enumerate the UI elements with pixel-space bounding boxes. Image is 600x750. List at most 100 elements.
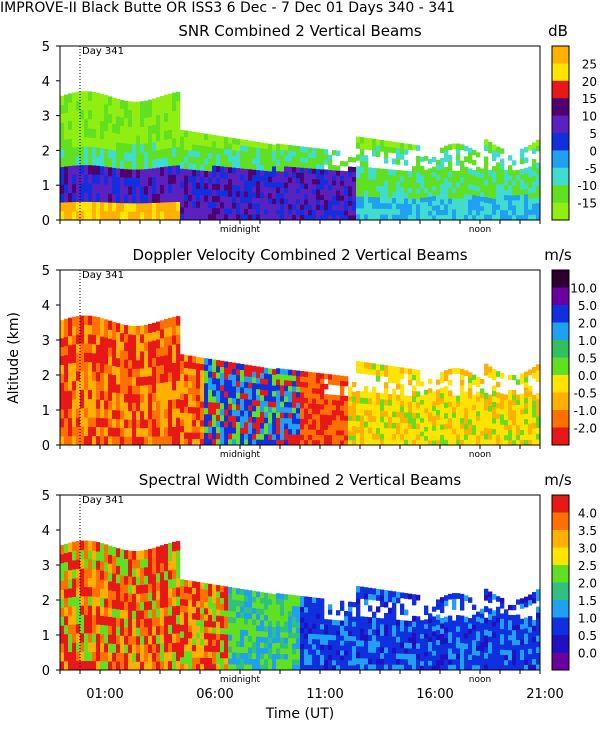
heatmap-cell [144, 652, 149, 662]
heatmap-cell [532, 214, 537, 221]
heatmap-cell [68, 111, 73, 121]
heatmap-cell [348, 401, 353, 407]
heatmap-cell [60, 634, 65, 644]
heatmap-cell [200, 663, 205, 671]
heatmap-cell [128, 644, 133, 654]
heatmap-cell [444, 204, 449, 210]
heatmap-cell [244, 612, 249, 619]
heatmap-cell [456, 412, 461, 418]
heatmap-cell [160, 113, 165, 123]
heatmap-cell [192, 606, 197, 614]
heatmap-cell [316, 383, 321, 389]
heatmap-cell [216, 639, 221, 647]
heatmap-cell [280, 401, 285, 408]
heatmap-cell [68, 344, 73, 355]
heatmap-cell [92, 165, 97, 175]
heatmap-cell [240, 162, 245, 169]
heatmap-cell [328, 429, 333, 436]
heatmap-cell [60, 382, 65, 392]
heatmap-cell [424, 656, 429, 662]
heatmap-cell [472, 639, 477, 646]
colorbar-frame [551, 494, 570, 671]
heatmap-cell [80, 352, 85, 363]
heatmap-cell [220, 651, 225, 659]
heatmap-cell [376, 139, 381, 146]
heatmap-cell [372, 392, 377, 399]
heatmap-cell [132, 610, 137, 620]
heatmap-cell [212, 590, 217, 597]
heatmap-cell [68, 192, 73, 203]
heatmap-cell [376, 410, 381, 417]
heatmap-cell [288, 664, 293, 671]
heatmap-cell [336, 150, 341, 156]
heatmap-cell [172, 578, 177, 588]
heatmap-cell [176, 119, 181, 129]
heatmap-cell [228, 664, 233, 671]
heatmap-cell [464, 648, 469, 655]
heatmap-cell [400, 417, 405, 424]
heatmap-cell [96, 399, 101, 409]
heatmap-cell [344, 435, 349, 441]
heatmap-cell [168, 399, 173, 409]
heatmap-cell [308, 199, 313, 205]
heatmap-cell [424, 665, 429, 671]
heatmap-cell [236, 196, 241, 203]
heatmap-cell [444, 156, 449, 162]
heatmap-cell [380, 652, 385, 659]
heatmap-cell [244, 410, 249, 417]
heatmap-cell [60, 157, 65, 168]
heatmap-cell [336, 660, 341, 666]
heatmap-cell [72, 156, 77, 166]
heatmap-cell [296, 391, 301, 398]
heatmap-cell [484, 652, 489, 659]
heatmap-cell [388, 169, 393, 176]
heatmap-cell [76, 119, 81, 129]
heatmap-cell [152, 410, 157, 420]
heatmap-cell [296, 643, 301, 650]
heatmap-cell [472, 170, 477, 176]
heatmap-cell [116, 124, 121, 134]
heatmap-cell [68, 363, 73, 373]
heatmap-cell [196, 138, 201, 146]
heatmap-cell [256, 197, 261, 204]
heatmap-cell [60, 122, 65, 132]
heatmap-cell [516, 184, 521, 191]
heatmap-cell [312, 413, 317, 420]
heatmap-cell [252, 203, 257, 210]
heatmap-cell [120, 549, 125, 559]
heatmap-cell [440, 649, 445, 655]
heatmap-cell [232, 368, 237, 375]
heatmap-cell [292, 182, 297, 189]
heatmap-cell [452, 143, 457, 150]
heatmap-cell [292, 643, 297, 649]
heatmap-cell [460, 428, 465, 435]
heatmap-cell [236, 427, 241, 434]
heatmap-cell [412, 439, 417, 446]
heatmap-cell [100, 615, 105, 625]
heatmap-cell [288, 161, 293, 167]
heatmap-cell [200, 420, 205, 427]
heatmap-cell [148, 168, 153, 178]
heatmap-cell [360, 166, 365, 173]
heatmap-cell [156, 132, 161, 142]
heatmap-cell [132, 653, 137, 662]
heatmap-cell [308, 188, 313, 195]
heatmap-cell [408, 659, 413, 665]
heatmap-cell [188, 657, 193, 664]
heatmap-cell [108, 184, 113, 194]
heatmap-cell [312, 649, 317, 655]
heatmap-cell [284, 193, 289, 199]
colorbar-label: 2.0 [578, 577, 597, 591]
heatmap-cell [224, 160, 229, 167]
heatmap-cell [372, 150, 377, 157]
heatmap-cell [444, 428, 449, 435]
heatmap-cell [240, 191, 245, 198]
heatmap-cell [452, 439, 457, 446]
heatmap-cell [308, 418, 313, 425]
heatmap-cell [140, 143, 145, 153]
heatmap-cell [400, 208, 405, 215]
heatmap-cell [332, 419, 337, 426]
heatmap-cell [532, 406, 537, 412]
heatmap-cell [496, 162, 501, 168]
heatmap-cell [400, 631, 405, 638]
